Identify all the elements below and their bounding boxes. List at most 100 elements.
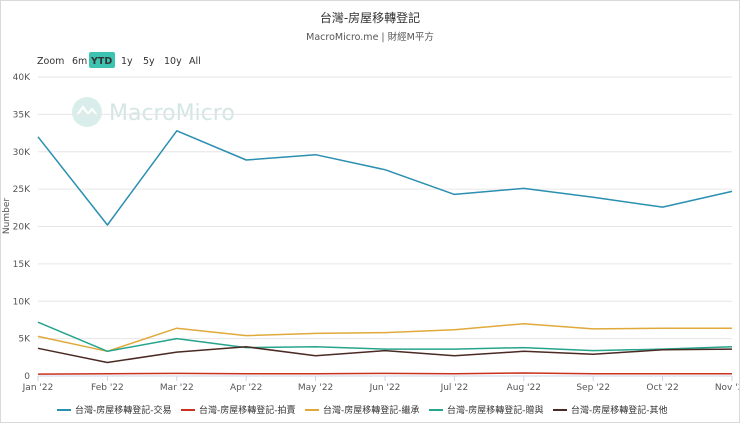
data-point[interactable] [523, 322, 525, 324]
data-point[interactable] [731, 327, 733, 329]
x-axis: Jan '22 Feb '22 Mar '22 Apr '22 May '22 Jun '… [22, 376, 739, 393]
zoom-button-All[interactable]: All [189, 56, 201, 67]
data-point[interactable] [661, 206, 663, 208]
data-point[interactable] [37, 373, 39, 375]
data-point[interactable] [523, 350, 525, 352]
y-tick-label: 35K [13, 110, 31, 120]
series-2 [37, 322, 733, 353]
legend-item[interactable]: 台灣-房屋移轉登記-交易 [57, 404, 172, 416]
data-point[interactable] [314, 346, 316, 348]
data-point[interactable] [453, 328, 455, 330]
data-point[interactable] [661, 373, 663, 375]
data-point[interactable] [106, 350, 108, 352]
data-point[interactable] [176, 337, 178, 339]
series-line[interactable] [37, 130, 733, 226]
data-point[interactable] [592, 196, 594, 198]
data-point[interactable] [453, 373, 455, 375]
data-point[interactable] [523, 187, 525, 189]
data-point[interactable] [731, 373, 733, 375]
data-point[interactable] [176, 351, 178, 353]
x-tick-label: Oct '22 [646, 383, 678, 393]
y-tick-label: 10K [13, 297, 31, 307]
data-point[interactable] [592, 353, 594, 355]
x-tick-label: Aug '22 [507, 383, 541, 393]
data-point[interactable] [384, 349, 386, 351]
series-line[interactable] [37, 372, 732, 375]
x-tick-label: May '22 [298, 383, 333, 393]
y-tick-label: 5K [18, 335, 31, 345]
zoom-button-bg [89, 52, 115, 68]
legend-label: 台灣-房屋移轉登記-繼承 [323, 404, 420, 416]
grid [38, 76, 732, 377]
zoom-button-label: 5y [143, 56, 155, 67]
data-point[interactable] [731, 348, 733, 350]
chart-subtitle: MacroMicro.me | 財經M平方 [306, 31, 434, 43]
zoom-button-5y[interactable]: 5y [143, 56, 155, 67]
data-point[interactable] [106, 361, 108, 363]
zoom-button-label: YTD [90, 56, 112, 67]
y-axis: 0 5K 10K 15K 20K 25K 30K 35K 40K [13, 73, 31, 382]
series-1 [37, 372, 733, 375]
legend: 台灣-房屋移轉登記-交易 台灣-房屋移轉登記-拍賣 台灣-房屋移轉登記-繼承 台灣-房… [57, 404, 668, 416]
data-point[interactable] [314, 332, 316, 334]
data-point[interactable] [37, 321, 39, 323]
data-point[interactable] [661, 349, 663, 351]
data-point[interactable] [453, 193, 455, 195]
data-point[interactable] [37, 335, 39, 337]
zoom-button-label: All [189, 56, 201, 67]
data-point[interactable] [106, 373, 108, 375]
y-tick-label: 25K [13, 185, 31, 195]
data-point[interactable] [523, 346, 525, 348]
data-point[interactable] [37, 347, 39, 349]
zoom-controls: Zoom 6m YTD 1y 5y 10y All [37, 52, 201, 68]
data-point[interactable] [453, 348, 455, 350]
zoom-button-YTD[interactable]: YTD [89, 52, 115, 68]
data-point[interactable] [176, 372, 178, 374]
zoom-label: Zoom [37, 56, 64, 67]
data-point[interactable] [384, 372, 386, 374]
data-point[interactable] [731, 346, 733, 348]
legend-label: 台灣-房屋移轉登記-交易 [75, 404, 172, 416]
data-point[interactable] [731, 190, 733, 192]
data-point[interactable] [106, 224, 108, 226]
data-point[interactable] [592, 349, 594, 351]
x-tick-label: Feb '22 [91, 383, 124, 393]
series-line[interactable] [37, 321, 733, 353]
x-tick-label: Jul '22 [440, 383, 469, 393]
data-point[interactable] [314, 373, 316, 375]
series [37, 130, 733, 375]
legend-item[interactable]: 台灣-房屋移轉登記-贈與 [429, 404, 544, 416]
x-tick-label: Jun '22 [369, 383, 401, 393]
legend-item[interactable]: 台灣-房屋移轉登記-拍賣 [181, 404, 296, 416]
series-4 [37, 346, 733, 364]
zoom-button-1y[interactable]: 1y [121, 56, 133, 67]
data-point[interactable] [592, 373, 594, 375]
series-line[interactable] [37, 322, 732, 353]
data-point[interactable] [176, 130, 178, 132]
legend-item[interactable]: 台灣-房屋移轉登記-繼承 [305, 404, 420, 416]
data-point[interactable] [245, 373, 247, 375]
data-point[interactable] [245, 346, 247, 348]
data-point[interactable] [37, 136, 39, 138]
data-point[interactable] [176, 327, 178, 329]
data-point[interactable] [384, 331, 386, 333]
zoom-button-6m[interactable]: 6m [72, 56, 87, 67]
data-point[interactable] [661, 327, 663, 329]
data-point[interactable] [384, 168, 386, 170]
data-point[interactable] [245, 159, 247, 161]
legend-label: 台灣-房屋移轉登記-其他 [571, 404, 668, 416]
data-point[interactable] [245, 334, 247, 336]
legend-item[interactable]: 台灣-房屋移轉登記-其他 [553, 404, 668, 416]
y-tick-label: 15K [13, 260, 31, 270]
series-3 [37, 321, 733, 353]
data-point[interactable] [592, 328, 594, 330]
series-line[interactable] [37, 346, 733, 364]
data-point[interactable] [314, 154, 316, 156]
zoom-button-10y[interactable]: 10y [164, 56, 182, 67]
watermark: MacroMicro [72, 97, 235, 127]
y-axis-label: Number [2, 198, 12, 234]
data-point[interactable] [523, 372, 525, 374]
data-point[interactable] [453, 355, 455, 357]
data-point[interactable] [314, 355, 316, 357]
